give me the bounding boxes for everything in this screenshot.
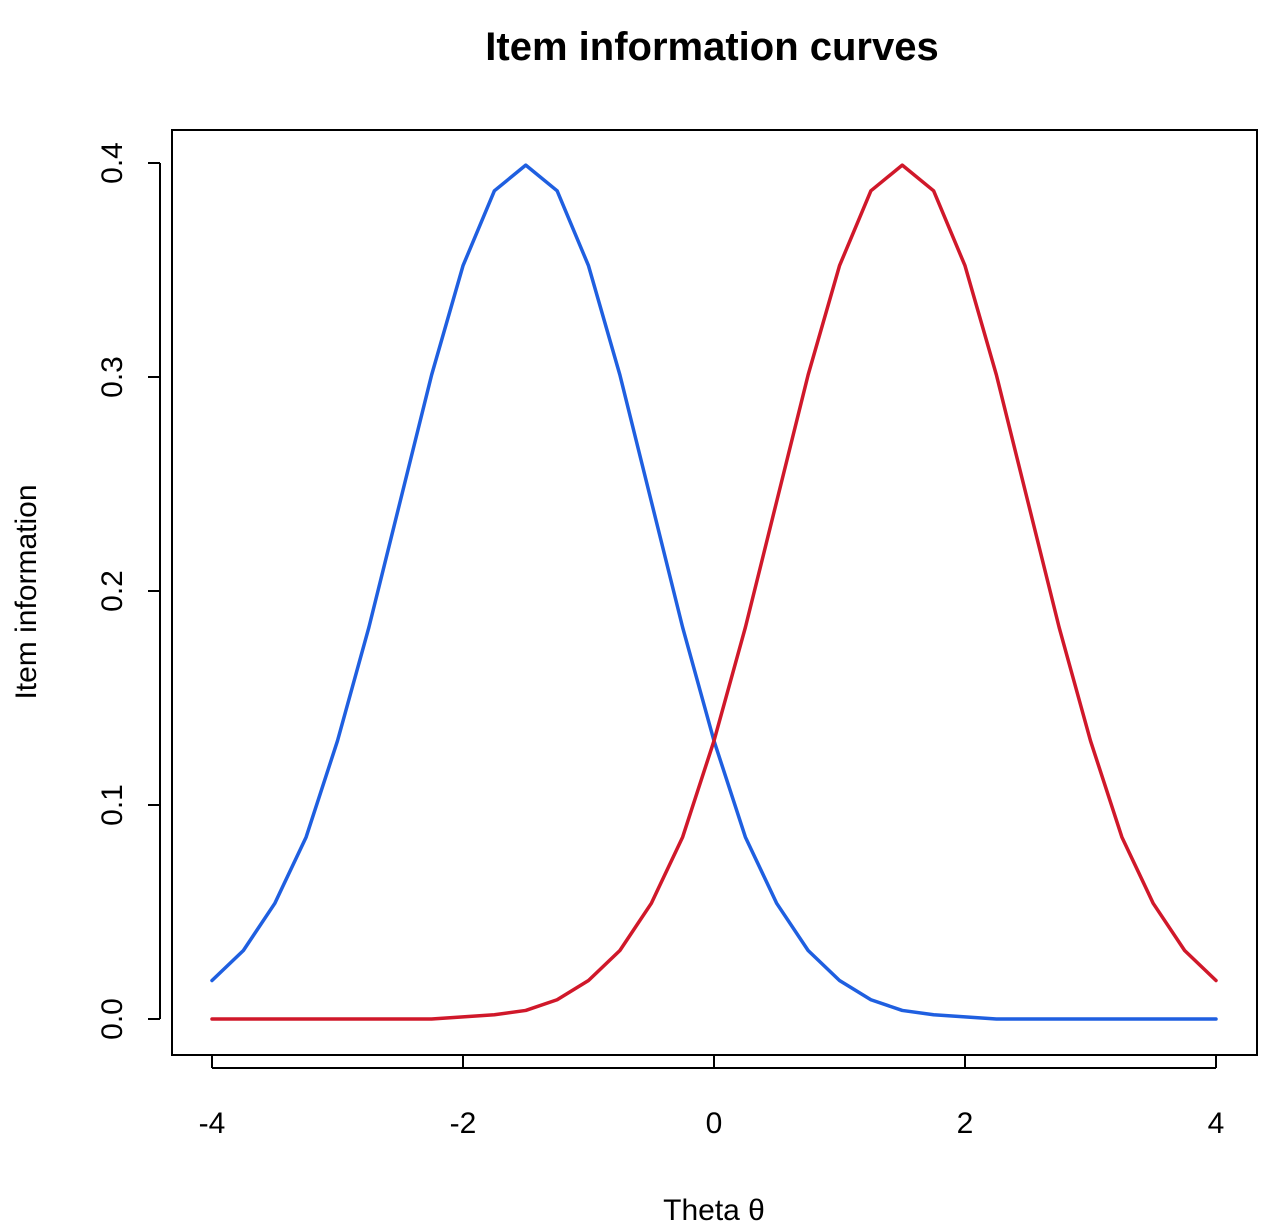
x-axis-label: Theta θ (663, 1194, 765, 1227)
x-axis: -4 -2 0 2 4 (199, 1056, 1225, 1140)
x-tick-label: 2 (957, 1107, 974, 1140)
y-tick-label: 0.2 (96, 570, 129, 612)
y-tick-label: 0.1 (96, 784, 129, 826)
y-axis-label: Item information (10, 484, 43, 699)
y-tick-label: 0.3 (96, 356, 129, 398)
series-line-1 (210, 163, 1218, 1021)
y-tick-label: 0.0 (96, 998, 129, 1040)
chart-title: Item information curves (485, 25, 938, 69)
y-axis: 0.0 0.1 0.2 0.3 0.4 (96, 142, 161, 1040)
plot-frame (171, 129, 1258, 1056)
x-tick-label: -4 (199, 1107, 226, 1140)
series-layer (210, 163, 1218, 1021)
x-tick-label: -2 (450, 1107, 477, 1140)
series-line-2 (210, 163, 1218, 1021)
x-tick-label: 0 (706, 1107, 723, 1140)
y-tick-label: 0.4 (96, 142, 129, 184)
x-tick-label: 4 (1208, 1107, 1225, 1140)
